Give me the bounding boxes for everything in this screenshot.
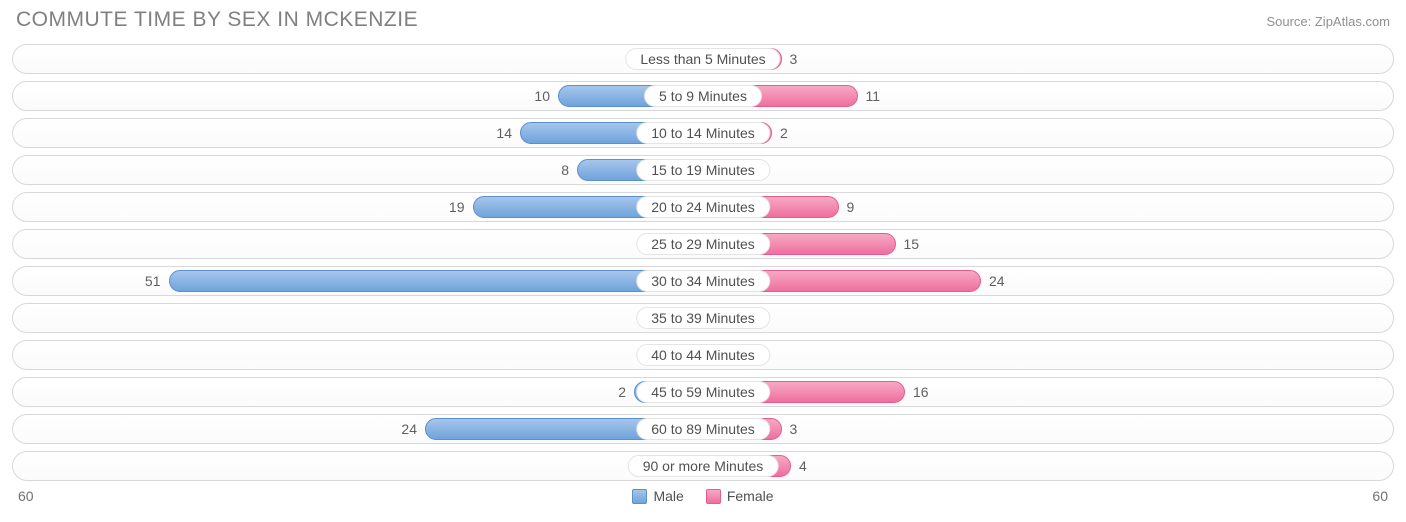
chart-rows: Less than 5 Minutes03 5 to 9 Minutes 10 11 1… (12, 44, 1394, 481)
female-value: 15 (904, 236, 920, 252)
table-row: 20 to 24 Minutes 19 9 (12, 192, 1394, 222)
axis-max-left: 60 (18, 488, 34, 504)
axis-max-right: 60 (1372, 488, 1388, 504)
category-label: 20 to 24 Minutes (636, 196, 770, 218)
legend-female-label: Female (727, 488, 774, 504)
table-row: 40 to 44 Minutes00 (12, 340, 1394, 370)
male-value: 10 (534, 88, 550, 104)
female-value: 11 (866, 88, 881, 104)
category-label: 30 to 34 Minutes (636, 270, 770, 292)
male-value: 51 (145, 273, 161, 289)
female-value: 4 (799, 458, 807, 474)
legend: Male Female (632, 488, 773, 504)
chart-header: COMMUTE TIME BY SEX IN MCKENZIE Source: … (12, 8, 1394, 32)
legend-male: Male (632, 488, 683, 504)
legend-male-label: Male (653, 488, 683, 504)
female-value: 3 (790, 51, 798, 67)
female-swatch-icon (706, 489, 721, 504)
table-row: Less than 5 Minutes03 (12, 44, 1394, 74)
table-row: 35 to 39 Minutes00 (12, 303, 1394, 333)
male-swatch-icon (632, 489, 647, 504)
male-value: 8 (561, 162, 569, 178)
category-label: 40 to 44 Minutes (636, 344, 770, 366)
category-label: 45 to 59 Minutes (636, 381, 770, 403)
table-row: 30 to 34 Minutes 51 24 (12, 266, 1394, 296)
male-value: 14 (496, 125, 512, 141)
female-value: 3 (790, 421, 798, 437)
chart-title: COMMUTE TIME BY SEX IN MCKENZIE (16, 8, 418, 32)
category-label: 25 to 29 Minutes (636, 233, 770, 255)
category-label: 15 to 19 Minutes (636, 159, 770, 181)
chart-footer: 60 Male Female 60 (12, 488, 1394, 504)
category-label: 90 or more Minutes (628, 455, 779, 477)
category-label: 35 to 39 Minutes (636, 307, 770, 329)
table-row: 45 to 59 Minutes 2 16 (12, 377, 1394, 407)
male-value: 19 (449, 199, 465, 215)
chart-source: Source: ZipAtlas.com (1266, 14, 1390, 29)
female-value: 24 (989, 273, 1005, 289)
table-row: 60 to 89 Minutes 24 3 (12, 414, 1394, 444)
legend-female: Female (706, 488, 774, 504)
category-label: 60 to 89 Minutes (636, 418, 770, 440)
female-value: 2 (780, 125, 788, 141)
table-row: 15 to 19 Minutes80 (12, 155, 1394, 185)
table-row: 25 to 29 Minutes015 (12, 229, 1394, 259)
table-row: 90 or more Minutes04 (12, 451, 1394, 481)
female-value: 9 (847, 199, 855, 215)
category-label: 5 to 9 Minutes (644, 85, 762, 107)
male-value: 24 (401, 421, 417, 437)
male-value: 2 (618, 384, 626, 400)
table-row: 5 to 9 Minutes 10 11 (12, 81, 1394, 111)
category-label: Less than 5 Minutes (625, 48, 780, 70)
category-label: 10 to 14 Minutes (636, 122, 770, 144)
male-bar (169, 270, 704, 292)
commute-chart: COMMUTE TIME BY SEX IN MCKENZIE Source: … (0, 0, 1406, 522)
female-value: 16 (913, 384, 929, 400)
table-row: 10 to 14 Minutes 14 2 (12, 118, 1394, 148)
